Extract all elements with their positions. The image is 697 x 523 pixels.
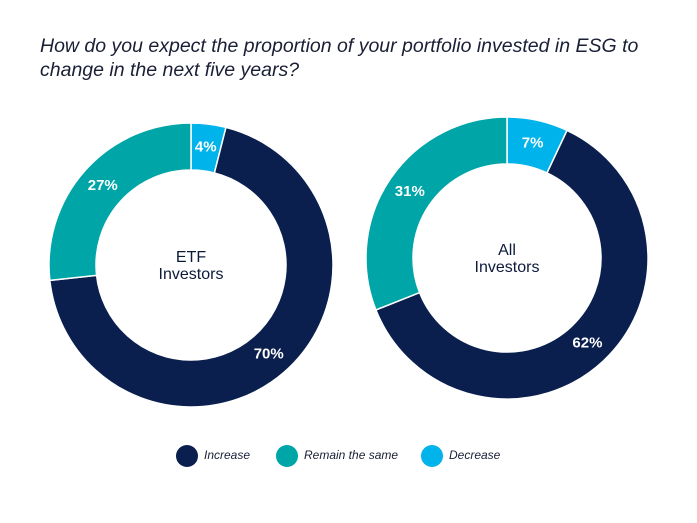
legend-label: Increase bbox=[204, 448, 250, 462]
legend-swatch bbox=[276, 445, 298, 467]
center-label: All bbox=[498, 242, 516, 259]
legend-label: Decrease bbox=[449, 448, 501, 462]
slice-remain-the-same bbox=[365, 116, 508, 311]
data-label: 27% bbox=[88, 177, 118, 194]
slice-increase bbox=[49, 126, 334, 408]
legend-swatch bbox=[176, 445, 198, 467]
center-label: Investors bbox=[475, 259, 540, 276]
center-label: Investors bbox=[159, 266, 224, 283]
slice-remain-the-same bbox=[48, 122, 192, 282]
data-label: 70% bbox=[254, 345, 284, 362]
legend-label: Remain the same bbox=[304, 448, 398, 462]
chart-title: How do you expect the proportion of your… bbox=[40, 35, 639, 81]
data-label: 62% bbox=[572, 335, 602, 352]
legend: Increase Remain the same Decrease bbox=[176, 445, 501, 467]
slice-increase bbox=[374, 129, 649, 400]
legend-swatch bbox=[421, 445, 443, 467]
data-label: 31% bbox=[395, 183, 425, 200]
center-label: ETF bbox=[176, 249, 206, 266]
data-label: 7% bbox=[522, 134, 544, 151]
data-label: 4% bbox=[195, 138, 217, 155]
